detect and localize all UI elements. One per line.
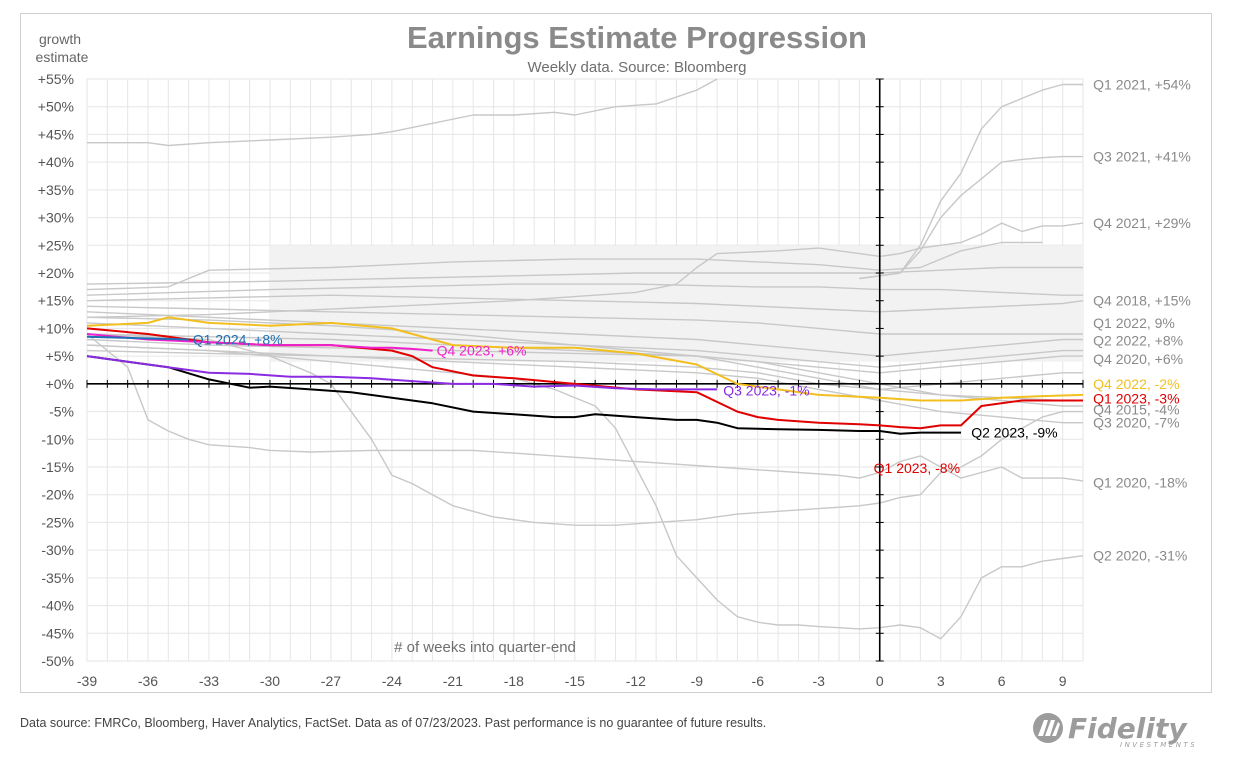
y-tick-label: +15% — [38, 293, 74, 309]
y-tick-label: -5% — [49, 404, 74, 420]
history-series-line — [86, 283, 1083, 296]
history-series-line — [86, 294, 1084, 313]
series-label: Q4 2018, +15% — [1093, 293, 1191, 309]
history-series-line — [86, 333, 1083, 526]
history-series-line — [86, 344, 1084, 640]
y-tick-label: -40% — [41, 598, 74, 614]
history-series-line — [86, 241, 1043, 291]
y-tick-label: -15% — [41, 459, 74, 475]
x-tick-label: -3 — [813, 673, 826, 689]
series-label: Q4 2020, +6% — [1093, 351, 1183, 367]
series-label: Q1 2021, +54% — [1093, 77, 1191, 93]
y-tick-label: -30% — [41, 542, 74, 558]
history-series-line — [86, 222, 1084, 318]
y-tick-label: -10% — [41, 431, 74, 447]
y-tick-label: +25% — [38, 237, 74, 253]
series-label: Q4 2021, +29% — [1093, 215, 1191, 231]
y-tick-label: +35% — [38, 182, 74, 198]
y-axis-label-line1: growth — [39, 31, 81, 47]
x-tick-label: 6 — [998, 673, 1006, 689]
x-tick-label: -21 — [443, 673, 463, 689]
footer-disclaimer: Data source: FMRCo, Bloomberg, Haver Ana… — [20, 716, 767, 730]
y-tick-label: +30% — [38, 210, 74, 226]
y-axis-label-line2: estimate — [36, 49, 89, 65]
grid — [86, 78, 1084, 662]
y-tick-label: -45% — [41, 625, 74, 641]
y-tick-label: +40% — [38, 154, 74, 170]
y-tick-label: -25% — [41, 514, 74, 530]
series-label: Q3 2023, -1% — [723, 383, 809, 399]
history-series-group — [86, 78, 1084, 640]
history-series-line — [87, 78, 718, 147]
x-tick-labels: -39 -36 -33 -30 -27 -24 -21 -18 -15 -12 -9 -6 -3 0 3 6 9 — [77, 673, 1067, 689]
y-tick-label: +5% — [46, 348, 74, 364]
series-label: Q2 2023, -9% — [971, 425, 1057, 441]
x-tick-label: -27 — [321, 673, 341, 689]
history-series-line — [86, 349, 1083, 391]
series-label: Q1 2022, 9% — [1093, 315, 1175, 331]
chart-title: Earnings Estimate Progression — [407, 20, 867, 55]
logo-subtitle: INVESTMENTS — [1120, 741, 1197, 749]
series-label: Q3 2020, -7% — [1093, 415, 1179, 431]
history-series-line — [86, 338, 1083, 407]
fidelity-logo: Fidelity INVESTMENTS — [1033, 712, 1197, 749]
series-label: Q3 2021, +41% — [1093, 149, 1191, 165]
x-tick-label: -33 — [199, 673, 219, 689]
y-tick-label: +45% — [38, 126, 74, 142]
series-label: Q1 2023, -8% — [874, 460, 960, 476]
x-tick-label: -39 — [77, 673, 97, 689]
y-tick-label: +50% — [38, 99, 74, 115]
series-label: Q4 2023, +6% — [437, 343, 527, 359]
fidelity-shield-icon — [1033, 713, 1063, 743]
history-series-line — [86, 266, 1083, 285]
y-tick-label: -35% — [41, 570, 74, 586]
series-label: Q1 2024, +8% — [193, 332, 283, 348]
highlighted-series-group — [86, 316, 1084, 435]
y-tick-labels: +55% +50% +45% +40% +35% +30% +25% +20% +15% +10%… — [38, 71, 74, 669]
history-series-line — [86, 305, 1083, 335]
x-tick-label: -12 — [626, 673, 646, 689]
series-labels: Q1 2021, +54% Q3 2021, +41% Q4 2021, +29% Q… — [193, 77, 1191, 564]
x-tick-label: 9 — [1059, 673, 1067, 689]
x-tick-label: -9 — [691, 673, 704, 689]
series-label: Q4 2022, -2% — [1093, 376, 1179, 392]
x-tick-label: -18 — [504, 673, 524, 689]
axes — [86, 78, 1084, 662]
series-label: Q2 2020, -31% — [1093, 548, 1187, 564]
series-label: Q1 2023, -3% — [1093, 390, 1179, 406]
series-label: Q4 2015, -4% — [1093, 401, 1179, 417]
x-tick-label: -6 — [752, 673, 765, 689]
x-tick-label: -30 — [260, 673, 280, 689]
history-series-line — [859, 155, 1083, 280]
y-tick-label: +10% — [38, 320, 74, 336]
history-series-line — [86, 333, 1084, 482]
series-line-q3-2023 — [86, 355, 718, 391]
y-tick-label: -50% — [41, 653, 74, 669]
y-tick-label: +20% — [38, 265, 74, 281]
x-tick-label: 3 — [937, 673, 945, 689]
series-line-q2-2023 — [86, 355, 961, 435]
history-series-line — [86, 322, 1083, 368]
logo-wordmark: Fidelity — [1068, 712, 1188, 745]
y-tick-label: -20% — [41, 487, 74, 503]
series-line-q4-2023 — [86, 333, 433, 352]
x-tick-label: -15 — [565, 673, 585, 689]
series-label: Q2 2022, +8% — [1093, 333, 1183, 349]
series-label: Q1 2020, -18% — [1093, 475, 1187, 491]
chart-subtitle: Weekly data. Source: Bloomberg — [527, 59, 746, 76]
x-tick-label: -36 — [138, 673, 158, 689]
x-tick-label: -24 — [382, 673, 402, 689]
x-axis-label: # of weeks into quarter-end — [394, 639, 576, 656]
series-line-q4-2022 — [86, 316, 1084, 402]
y-tick-label: +0% — [46, 376, 74, 392]
y-tick-label: +55% — [38, 71, 74, 87]
x-tick-label: 0 — [876, 673, 884, 689]
series-line-q1-2024 — [86, 335, 189, 341]
